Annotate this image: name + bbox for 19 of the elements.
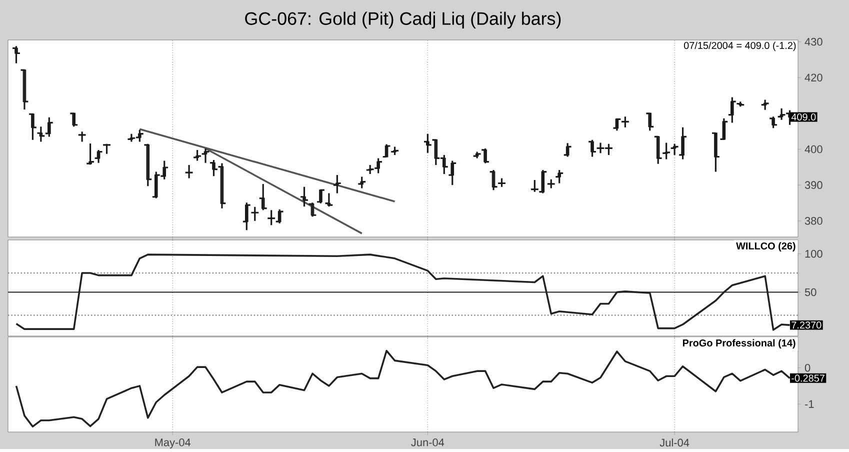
y-tick-label: 420 [804,74,822,82]
y-tick-label: 390 [804,181,822,190]
x-tick-label: Jul-04 [660,438,690,447]
y-tick-label: 100 [805,250,822,258]
y-tick-label: 430 [804,38,822,46]
y-tick-label: -1 [805,400,814,408]
annotation: 07/15/2004 = 409.0 (-1.2) [684,42,796,52]
annotation: 7.2370 [792,322,822,329]
y-tick-label: 0 [804,364,810,372]
chart-title: GC-067: Gold (Pit) Cadj Liq (Daily bars) [245,12,561,29]
y-tick-label: 380 [804,217,822,225]
x-tick-label: Jun-04 [411,438,444,446]
y-tick-label: 50 [804,288,816,296]
x-tick-label: May-04 [155,438,191,449]
annotation: 409.0 [791,114,816,121]
chart-title: WILLCO (26) [736,242,796,252]
y-tick-label: 400 [804,145,822,154]
annotation: -0.2857 [792,374,824,382]
chart-title: ProGo Professional (14) [682,339,796,349]
